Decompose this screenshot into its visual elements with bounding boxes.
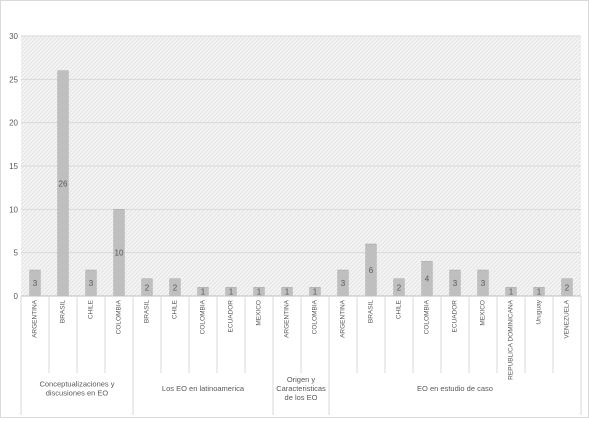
data-label: 1 xyxy=(201,288,206,297)
x-tick-label: ARGENTINA xyxy=(32,299,39,338)
data-label: 4 xyxy=(425,275,430,284)
x-tick-label: ECUADOR xyxy=(228,300,235,333)
x-tick-label: REPUBLICA DOMINICANA xyxy=(508,299,515,379)
x-tick-label: BRASIL xyxy=(60,300,67,324)
data-label: 1 xyxy=(313,288,318,297)
data-label: 2 xyxy=(397,283,402,292)
x-tick-label: COLOMBIA xyxy=(200,299,207,334)
data-label: 2 xyxy=(173,283,178,292)
y-tick-label: 0 xyxy=(14,292,19,301)
data-label: 3 xyxy=(481,279,486,288)
data-label: 1 xyxy=(509,288,514,297)
y-tick-label: 10 xyxy=(9,205,18,214)
x-tick-label: CHILE xyxy=(172,299,179,319)
group-label: Conceptualizaciones y discusiones en EO xyxy=(39,380,114,398)
x-tick-label: VENEZUELA xyxy=(564,299,571,338)
group-label: Origen y Caracteristicas de los EO xyxy=(276,375,326,402)
x-tick-label: COLOMBIA xyxy=(424,299,431,334)
group-label: Los EO en latinoamerica xyxy=(162,384,245,393)
data-label: 3 xyxy=(453,279,458,288)
x-tick-label: ARGENTINA xyxy=(340,299,347,338)
data-label: 1 xyxy=(537,288,542,297)
x-tick-label: Uruguay xyxy=(536,299,543,324)
x-tick-label: BRASIL xyxy=(368,300,375,324)
data-label: 26 xyxy=(59,179,68,188)
data-label: 2 xyxy=(145,283,150,292)
x-tick-label: CHILE xyxy=(88,299,95,319)
y-tick-label: 25 xyxy=(9,75,18,84)
x-tick-label: MEXICO xyxy=(480,300,487,326)
x-tick-label: CHILE xyxy=(396,299,403,319)
data-label: 3 xyxy=(33,279,38,288)
data-label: 3 xyxy=(89,279,94,288)
data-label: 1 xyxy=(229,288,234,297)
x-tick-label: MEXICO xyxy=(256,300,263,326)
data-label: 10 xyxy=(115,249,124,258)
x-tick-label: ARGENTINA xyxy=(284,299,291,338)
x-tick-label: BRASIL xyxy=(144,300,151,324)
y-tick-label: 5 xyxy=(14,249,19,258)
x-tick-label: ECUADOR xyxy=(452,300,459,333)
group-label: EO en estudio de caso xyxy=(417,384,493,393)
data-label: 1 xyxy=(257,288,262,297)
data-label: 1 xyxy=(285,288,290,297)
data-label: 3 xyxy=(341,279,346,288)
y-tick-label: 15 xyxy=(9,162,18,171)
x-tick-label: COLOMBIA xyxy=(116,299,123,334)
data-label: 6 xyxy=(369,266,374,275)
y-tick-label: 30 xyxy=(9,32,18,41)
x-tick-label: COLOMBIA xyxy=(312,299,319,334)
y-tick-label: 20 xyxy=(9,119,18,128)
data-label: 2 xyxy=(565,283,570,292)
